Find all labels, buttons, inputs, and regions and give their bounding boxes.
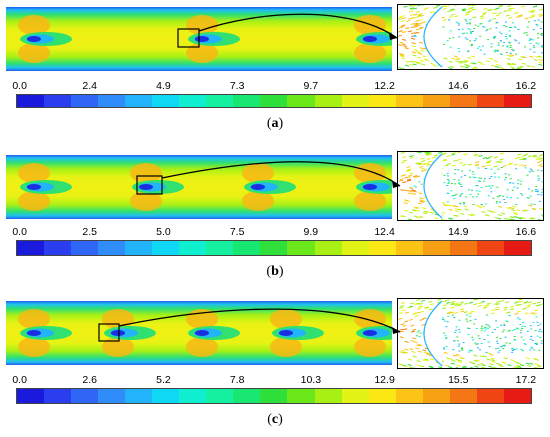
- velocity-field-a: [6, 7, 392, 71]
- colorbar-swatch: [71, 389, 99, 403]
- colorbar-swatch: [395, 95, 423, 107]
- colorbar-swatch: [206, 95, 234, 107]
- colorbar-tick-label: 16.6: [515, 226, 537, 238]
- colorbar-swatch: [368, 241, 396, 255]
- colorbar-tick-label: 14.9: [448, 226, 469, 238]
- colorbar-swatch: [287, 95, 315, 107]
- colorbar-ticks-c: 0.0 2.6 5.2 7.8 10.3 12.9 15.5 17.2: [12, 374, 536, 388]
- colorbar-swatch: [314, 389, 342, 403]
- colorbar-tick-label: 7.3: [229, 80, 245, 92]
- colorbar-tick-label: 7.5: [229, 226, 245, 238]
- colorbar-swatch: [125, 241, 153, 255]
- velocity-field-b: [6, 155, 392, 219]
- obstacle-wake: [18, 309, 72, 357]
- colorbar-swatch: [17, 241, 45, 255]
- colorbar-swatch: [179, 95, 207, 107]
- colorbar-c: [16, 388, 532, 404]
- colorbar-a: [16, 94, 532, 108]
- colorbar-swatch: [287, 241, 315, 255]
- colorbar-tick-label: 2.6: [82, 374, 98, 386]
- colorbar-swatch: [260, 95, 288, 107]
- colorbar-tick-label: 0.0: [12, 226, 27, 238]
- colorbar-ticks-b: 0.0 2.5 5.0 7.5 9.9 12.4 14.9 16.6: [12, 226, 536, 240]
- colorbar-swatch: [341, 95, 369, 107]
- obstacle-wake: [18, 15, 72, 63]
- colorbar-tick-label: 17.2: [515, 374, 537, 386]
- obstacle-wake: [18, 163, 72, 211]
- colorbar-swatch: [422, 241, 450, 255]
- colorbar-tick-label: 7.8: [229, 374, 245, 386]
- colorbar-swatch: [44, 95, 72, 107]
- colorbar-tick-label: 12.4: [374, 226, 395, 238]
- colorbar-tick-label: 5.0: [156, 226, 171, 238]
- colorbar-tick-label: 2.5: [82, 226, 98, 238]
- colorbar-tick-label: 0.0: [12, 374, 27, 386]
- colorbar-swatch: [341, 241, 369, 255]
- colorbar-swatch: [179, 389, 207, 403]
- caption-a: (a): [266, 116, 284, 131]
- zoom-inset-b: [397, 151, 544, 221]
- colorbar-swatch: [179, 241, 207, 255]
- colorbar-swatch: [98, 389, 126, 403]
- colorbar-tick-label: 4.9: [156, 80, 171, 92]
- colorbar-swatch: [476, 95, 504, 107]
- zoom-inset-c: [397, 298, 544, 369]
- colorbar-swatch: [206, 389, 234, 403]
- colorbar-swatch: [476, 241, 504, 255]
- colorbar-tick-label: 15.5: [448, 374, 469, 386]
- colorbar-swatch: [314, 241, 342, 255]
- colorbar-swatch: [503, 95, 531, 107]
- colorbar-swatch: [125, 389, 153, 403]
- colorbar-swatch: [44, 241, 72, 255]
- colorbar-swatch: [152, 389, 180, 403]
- zoom-inset-a: [397, 4, 544, 70]
- colorbar-swatch: [152, 241, 180, 255]
- colorbar-swatch: [422, 389, 450, 403]
- colorbar-swatch: [71, 95, 99, 107]
- colorbar-ticks-a: 0.0 2.4 4.9 7.3 9.7 12.2 14.6 16.2: [12, 80, 536, 94]
- colorbar-swatch: [98, 241, 126, 255]
- colorbar-swatch: [368, 389, 396, 403]
- colorbar-swatch: [503, 389, 531, 403]
- colorbar-swatch: [71, 241, 99, 255]
- colorbar-swatch: [476, 389, 504, 403]
- colorbar-swatch: [449, 95, 477, 107]
- colorbar-tick-label: 12.2: [374, 80, 395, 92]
- colorbar-swatch: [125, 95, 153, 107]
- colorbar-swatch: [17, 95, 45, 107]
- colorbar-swatch: [503, 241, 531, 255]
- colorbar-swatch: [233, 95, 261, 107]
- colorbar-tick-label: 12.9: [374, 374, 395, 386]
- colorbar-tick-label: 2.4: [82, 80, 98, 92]
- colorbar-tick-label: 10.3: [300, 374, 322, 386]
- colorbar-swatch: [98, 95, 126, 107]
- colorbar-swatch: [233, 241, 261, 255]
- colorbar-tick-label: 9.7: [303, 80, 319, 92]
- colorbar-swatch: [368, 95, 396, 107]
- colorbar-swatch: [44, 389, 72, 403]
- colorbar-tick-label: 9.9: [303, 226, 319, 238]
- colorbar-swatch: [395, 241, 423, 255]
- colorbar-swatch: [449, 241, 477, 255]
- colorbar-swatch: [17, 389, 45, 403]
- colorbar-swatch: [152, 95, 180, 107]
- colorbar-swatch: [341, 389, 369, 403]
- colorbar-tick-label: 16.2: [515, 80, 537, 92]
- colorbar-swatch: [206, 241, 234, 255]
- caption-c: (c): [267, 412, 283, 427]
- colorbar-b: [16, 240, 532, 256]
- colorbar-swatch: [260, 241, 288, 255]
- caption-b: (b): [266, 264, 284, 279]
- colorbar-swatch: [449, 389, 477, 403]
- colorbar-swatch: [233, 389, 261, 403]
- colorbar-tick-label: 0.0: [12, 80, 27, 92]
- colorbar-swatch: [287, 389, 315, 403]
- colorbar-tick-label: 14.6: [448, 80, 469, 92]
- velocity-field-c: [6, 301, 392, 365]
- colorbar-tick-label: 5.2: [156, 374, 171, 386]
- colorbar-swatch: [422, 95, 450, 107]
- colorbar-swatch: [260, 389, 288, 403]
- colorbar-swatch: [314, 95, 342, 107]
- colorbar-swatch: [395, 389, 423, 403]
